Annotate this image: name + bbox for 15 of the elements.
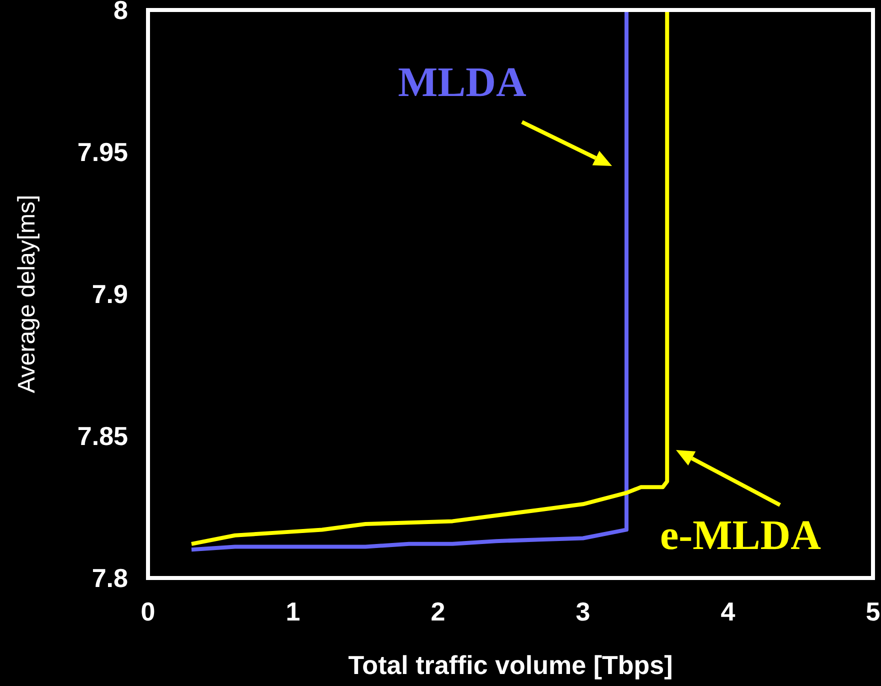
x-tick-label: 1 bbox=[286, 596, 300, 626]
y-tick-label: 7.85 bbox=[77, 421, 128, 452]
x-tick-label: 5 bbox=[866, 596, 880, 626]
y-tick-label: 8 bbox=[114, 0, 128, 26]
x-tick-label: 3 bbox=[576, 596, 590, 626]
x-tick-label: 4 bbox=[720, 596, 736, 626]
x-tick-label: 0 bbox=[140, 596, 156, 626]
y-tick-label: 7.95 bbox=[77, 137, 128, 168]
y-tick-label: 7.9 bbox=[92, 279, 128, 310]
y-axis-title: Average delay[ms] bbox=[14, 194, 41, 394]
y-tick-label: 7.8 bbox=[92, 563, 128, 594]
legend-label: e-MLDA bbox=[660, 513, 821, 559]
text: MLDA bbox=[398, 60, 526, 106]
x-axis-title: Total traffic volume [Tbps] bbox=[348, 650, 673, 680]
x-tick-label: 2 bbox=[430, 596, 446, 626]
